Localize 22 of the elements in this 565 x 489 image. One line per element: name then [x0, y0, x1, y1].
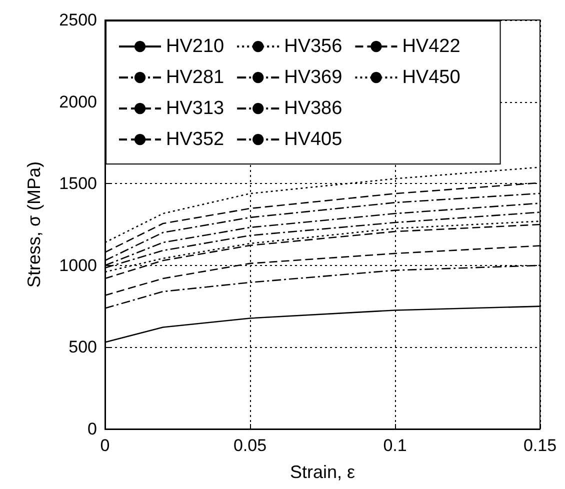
y-tick-label: 0	[88, 420, 97, 438]
y-tick-label: 2500	[59, 10, 97, 30]
legend-label: HV210	[166, 36, 224, 57]
legend-label: HV313	[166, 98, 224, 119]
y-axis-title: Stress, σ (MPa)	[24, 161, 44, 288]
legend-label: HV369	[284, 67, 342, 88]
legend-label: HV352	[166, 129, 224, 150]
x-tick-label: 0.15	[523, 436, 557, 455]
legend-label: HV281	[166, 67, 224, 88]
x-tick-label: 0.05	[233, 436, 267, 455]
y-tick-label: 500	[68, 338, 97, 357]
y-tick-label: 1500	[59, 174, 97, 194]
y-tick-label: 2000	[59, 92, 97, 112]
y-tick-label: 1000	[59, 256, 97, 275]
legend-label: HV386	[284, 98, 342, 119]
legend-label: HV356	[284, 36, 342, 57]
x-axis-title: Strain, ε	[290, 462, 356, 482]
legend-label: HV422	[402, 36, 460, 57]
legend-label: HV450	[402, 67, 460, 88]
x-tick-label: 0.1	[383, 436, 407, 455]
legend-label: HV405	[284, 129, 342, 150]
x-tick-label: 0	[100, 436, 110, 455]
